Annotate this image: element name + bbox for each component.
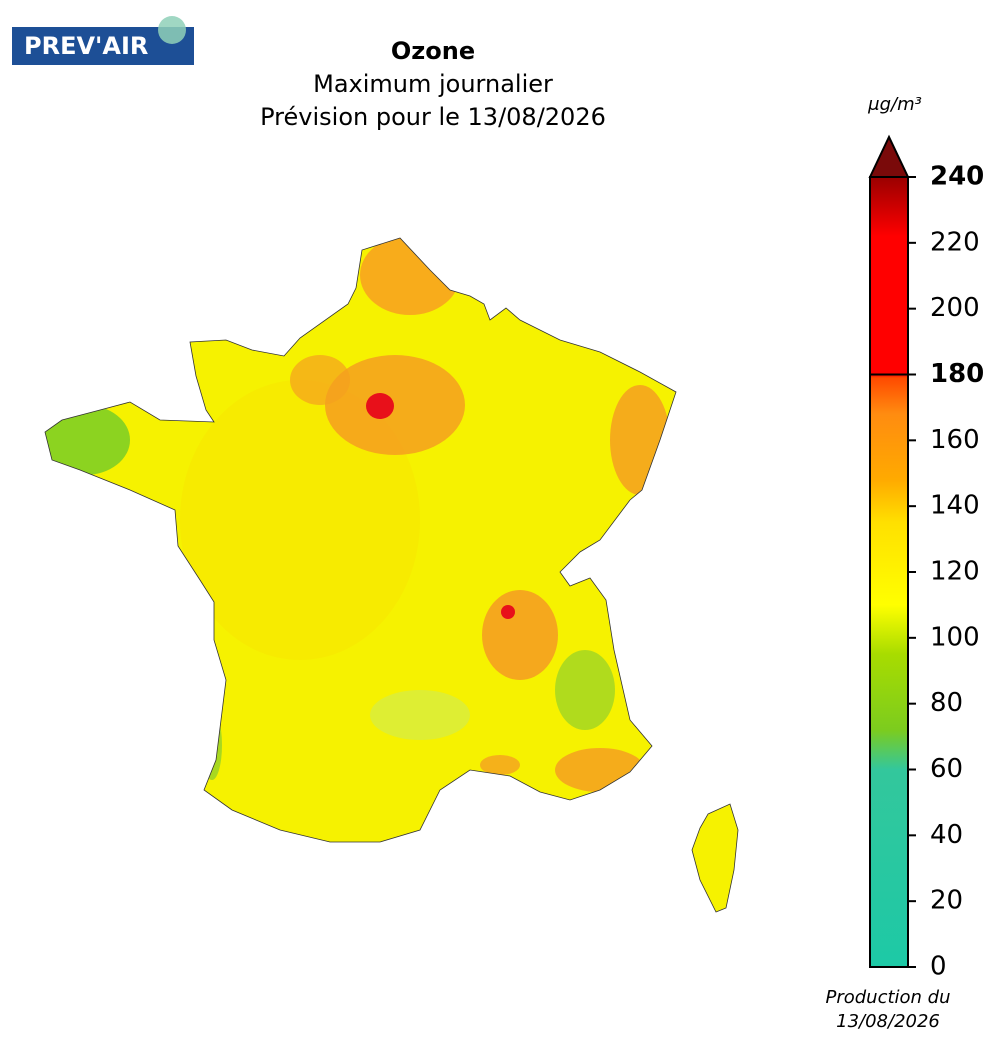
logo-globe: [158, 16, 186, 44]
subtitle: Prévision pour le 13/08/2026: [260, 103, 606, 131]
zone: [180, 380, 420, 660]
map: [45, 238, 738, 912]
tick-label: 240: [930, 162, 984, 192]
subtitle: Maximum journalier: [313, 70, 553, 98]
tick-label: 160: [930, 425, 980, 455]
colorbar: 0 20 40 60 80 100 120 140 160 180 200 220 240: [868, 134, 984, 982]
footnote: 13/08/2026: [836, 1011, 940, 1032]
tick-label: 0: [930, 952, 947, 982]
tick-label: 120: [930, 557, 980, 587]
tick-label: 40: [930, 820, 963, 850]
zone: [482, 590, 558, 680]
colorbar-unit: μg/m³: [867, 94, 922, 115]
footnote: Production du: [825, 987, 950, 1008]
zone: [370, 690, 470, 740]
logo: PREV'AIR: [12, 16, 194, 65]
zone: [366, 393, 394, 419]
zone: [325, 355, 465, 455]
zone: [290, 355, 350, 405]
tick-label: 80: [930, 688, 963, 718]
tick-label: 220: [930, 227, 980, 257]
tick-label: 180: [930, 359, 984, 389]
tick-label: 20: [930, 886, 963, 916]
tick-label: 60: [930, 754, 963, 784]
tick-label: 140: [930, 491, 980, 521]
zone: [610, 385, 670, 495]
zone: [480, 755, 520, 775]
colorbar-extension: [868, 134, 910, 178]
chart-title: Ozone: [391, 37, 475, 65]
tick-label: 200: [930, 293, 980, 323]
zone: [360, 238, 460, 315]
logo-text: PREV'AIR: [24, 32, 148, 60]
zone: [45, 405, 130, 475]
zone: [555, 650, 615, 730]
colorbar-bar: [869, 176, 909, 968]
zone: [501, 605, 515, 619]
tick-label: 100: [930, 622, 980, 652]
